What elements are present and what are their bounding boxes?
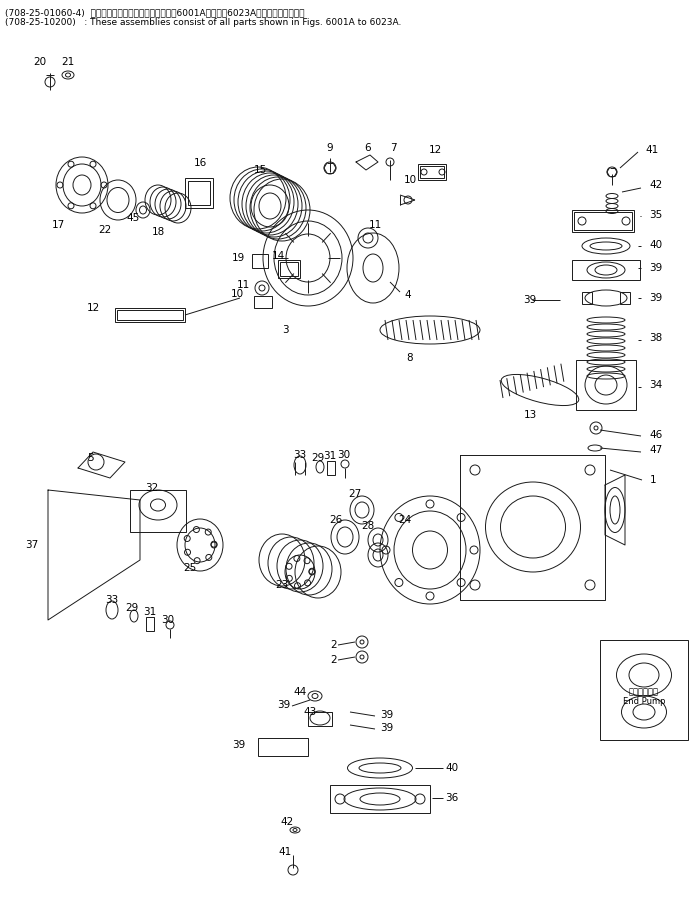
Text: 11: 11 <box>369 220 382 230</box>
Text: 13: 13 <box>523 410 536 420</box>
Text: 8: 8 <box>407 353 413 363</box>
Text: 26: 26 <box>329 515 342 525</box>
Text: 43: 43 <box>304 707 317 717</box>
Text: 21: 21 <box>62 57 75 67</box>
Text: 41: 41 <box>645 145 658 155</box>
Text: 32: 32 <box>146 483 159 493</box>
Text: 14: 14 <box>272 251 285 261</box>
Bar <box>252 254 268 268</box>
Bar <box>327 461 335 475</box>
Text: 39: 39 <box>649 293 663 303</box>
Text: 6: 6 <box>365 143 371 153</box>
Text: 9: 9 <box>326 143 333 153</box>
Text: (708-25-10200)   : These assemblies consist of all parts shown in Figs. 6001A to: (708-25-10200) : These assemblies consis… <box>5 18 401 27</box>
Text: End Pump: End Pump <box>623 697 665 706</box>
Bar <box>188 181 210 205</box>
Bar <box>258 738 308 756</box>
Text: 23: 23 <box>275 580 288 590</box>
Text: 39: 39 <box>380 710 393 720</box>
Bar <box>600 640 688 740</box>
Text: 2: 2 <box>331 640 337 650</box>
Text: 27: 27 <box>349 489 362 499</box>
Text: 10: 10 <box>403 175 416 185</box>
Text: 19: 19 <box>231 253 245 263</box>
Text: 39: 39 <box>649 263 663 273</box>
Text: 38: 38 <box>649 333 663 343</box>
Text: 4: 4 <box>405 290 412 300</box>
Text: 10: 10 <box>231 289 244 299</box>
Text: 22: 22 <box>98 225 112 235</box>
Text: 30: 30 <box>337 450 351 460</box>
Bar <box>254 296 272 308</box>
Text: 39: 39 <box>277 700 290 710</box>
Text: 16: 16 <box>193 158 207 168</box>
Text: 29: 29 <box>311 453 324 463</box>
Text: 15: 15 <box>254 165 267 175</box>
Bar <box>574 212 632 230</box>
Text: 24: 24 <box>398 515 412 525</box>
Bar <box>115 308 185 322</box>
Text: 44: 44 <box>293 687 306 697</box>
Text: 25: 25 <box>184 563 197 573</box>
Text: 34: 34 <box>649 380 663 390</box>
Bar <box>576 360 636 410</box>
Text: 42: 42 <box>281 817 294 827</box>
Text: 7: 7 <box>389 143 396 153</box>
Text: 40: 40 <box>445 763 458 773</box>
Bar <box>146 617 154 631</box>
Bar <box>572 260 640 280</box>
Text: 33: 33 <box>293 450 306 460</box>
Text: 20: 20 <box>33 57 46 67</box>
Text: 2: 2 <box>331 655 337 665</box>
Text: 3: 3 <box>281 325 288 335</box>
Text: (708-25-01060-4)  これらのアセンブリの構成部品は第6001A図から第6023A図までご覧します。: (708-25-01060-4) これらのアセンブリの構成部品は第6001A図か… <box>5 8 304 17</box>
Text: 42: 42 <box>649 180 663 190</box>
Text: 33: 33 <box>105 595 119 605</box>
Text: 29: 29 <box>125 603 139 613</box>
Text: 18: 18 <box>151 227 165 237</box>
Bar <box>418 164 446 180</box>
Text: 17: 17 <box>51 220 64 230</box>
Bar <box>130 490 186 532</box>
Text: 41: 41 <box>279 847 292 857</box>
Text: 30: 30 <box>161 615 175 625</box>
Text: 12: 12 <box>428 145 441 155</box>
Bar <box>278 260 300 278</box>
Bar <box>185 178 213 208</box>
Bar <box>117 310 183 320</box>
Text: 39: 39 <box>380 723 393 733</box>
Text: エンドポンプ: エンドポンプ <box>629 687 659 696</box>
Bar <box>582 292 592 304</box>
Text: 31: 31 <box>324 451 337 461</box>
Bar <box>280 262 298 276</box>
Text: 45: 45 <box>126 213 139 223</box>
Bar <box>330 785 430 813</box>
Text: 47: 47 <box>649 445 663 455</box>
Text: 39: 39 <box>231 740 245 750</box>
Bar <box>572 210 634 232</box>
Text: 12: 12 <box>87 303 100 313</box>
Text: 35: 35 <box>649 210 663 220</box>
Text: 11: 11 <box>237 280 250 290</box>
Text: 39: 39 <box>523 295 536 305</box>
Text: 28: 28 <box>361 521 375 531</box>
Text: 40: 40 <box>649 240 662 250</box>
Text: 36: 36 <box>445 793 458 803</box>
Text: 1: 1 <box>650 475 657 485</box>
Text: 46: 46 <box>649 430 663 440</box>
Bar <box>620 292 630 304</box>
Text: 31: 31 <box>143 607 157 617</box>
Text: 5: 5 <box>87 453 94 463</box>
Bar <box>420 166 444 178</box>
Text: 37: 37 <box>26 540 39 550</box>
